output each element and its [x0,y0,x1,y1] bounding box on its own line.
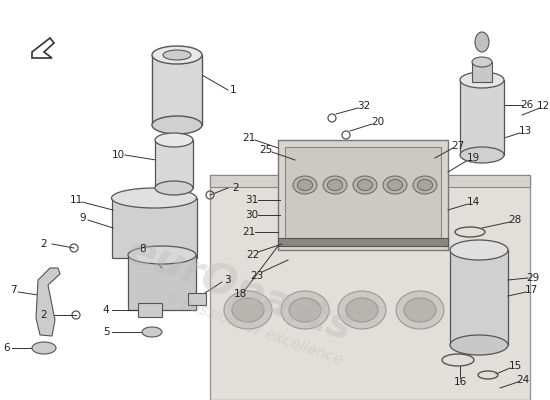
Ellipse shape [142,327,162,337]
Ellipse shape [298,180,312,190]
Ellipse shape [475,32,489,52]
Text: 1: 1 [230,85,236,95]
Ellipse shape [281,291,329,329]
Ellipse shape [460,147,504,163]
Ellipse shape [472,57,492,67]
Text: 5: 5 [103,327,109,337]
Bar [210,175,530,187]
Ellipse shape [404,298,436,322]
Text: 14: 14 [466,197,480,207]
Text: 32: 32 [358,101,371,111]
Text: a passion for excellence: a passion for excellence [166,291,344,369]
Ellipse shape [388,180,403,190]
Bar [285,147,441,242]
Polygon shape [32,38,54,58]
Text: 11: 11 [69,195,82,205]
Ellipse shape [323,176,347,194]
Ellipse shape [224,291,272,329]
Text: 20: 20 [371,117,384,127]
Ellipse shape [346,298,378,322]
Text: 26: 26 [520,100,534,110]
Ellipse shape [32,342,56,354]
Polygon shape [210,175,530,400]
Text: 16: 16 [453,377,466,387]
Text: 27: 27 [452,141,465,151]
Polygon shape [36,268,60,336]
Ellipse shape [232,298,264,322]
Text: 2: 2 [41,239,47,249]
Ellipse shape [353,176,377,194]
Text: 7: 7 [10,285,16,295]
Text: eurOparts: eurOparts [122,230,359,350]
Ellipse shape [289,298,321,322]
Bar [450,250,508,345]
Bar [112,198,197,258]
Bar [155,140,193,188]
Ellipse shape [293,176,317,194]
Ellipse shape [112,188,196,208]
Bar [138,303,162,317]
Ellipse shape [413,176,437,194]
Ellipse shape [417,180,432,190]
Ellipse shape [396,291,444,329]
Text: 30: 30 [245,210,258,220]
Text: 28: 28 [508,215,521,225]
Ellipse shape [450,335,508,355]
Bar [128,255,196,310]
Text: 29: 29 [526,273,540,283]
Text: 23: 23 [250,271,263,281]
Bar [278,140,448,250]
Ellipse shape [460,72,504,88]
Text: 22: 22 [246,250,260,260]
Text: 15: 15 [508,361,521,371]
Text: 6: 6 [4,343,10,353]
Text: 10: 10 [112,150,124,160]
Bar [188,293,206,305]
Text: 9: 9 [80,213,86,223]
Text: 2: 2 [41,310,47,320]
Ellipse shape [453,291,501,329]
Ellipse shape [155,133,193,147]
Text: 13: 13 [518,126,532,136]
Text: 2: 2 [233,183,239,193]
Text: 17: 17 [524,285,538,295]
Text: 8: 8 [140,244,146,254]
Ellipse shape [152,46,202,64]
Bar [152,55,202,125]
Ellipse shape [327,180,343,190]
Ellipse shape [163,50,191,60]
Bar [460,80,504,155]
Text: 18: 18 [233,289,246,299]
Ellipse shape [152,116,202,134]
Text: 12: 12 [536,101,549,111]
Text: 31: 31 [245,195,258,205]
Text: 21: 21 [243,133,256,143]
Text: 25: 25 [260,145,273,155]
Ellipse shape [358,180,372,190]
Text: 21: 21 [243,227,256,237]
Bar [278,238,448,246]
Text: 4: 4 [103,305,109,315]
Bar [472,62,492,82]
Ellipse shape [383,176,407,194]
Ellipse shape [461,298,493,322]
Ellipse shape [128,246,196,264]
Text: 3: 3 [224,275,230,285]
Ellipse shape [338,291,386,329]
Ellipse shape [155,181,193,195]
Ellipse shape [450,240,508,260]
Text: 24: 24 [516,375,530,385]
Text: 19: 19 [466,153,480,163]
